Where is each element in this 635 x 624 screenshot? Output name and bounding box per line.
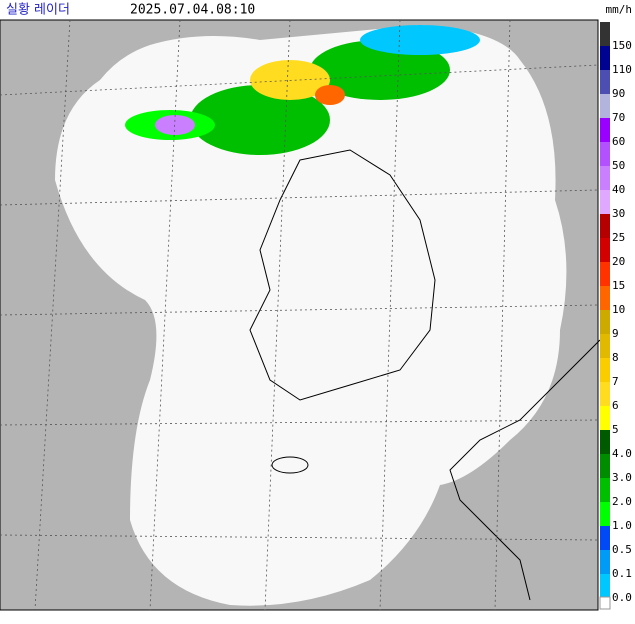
legend-label: 8	[612, 351, 619, 364]
timestamp: 2025.07.04.08:10	[130, 3, 255, 18]
legend-swatch	[600, 190, 610, 214]
legend-label: 7	[612, 375, 619, 388]
legend-label: 15	[612, 279, 625, 292]
legend-label: 6	[612, 399, 619, 412]
legend-swatch	[600, 574, 610, 598]
legend-swatch	[600, 334, 610, 358]
legend-label: 70	[612, 111, 625, 124]
legend-label: 90	[612, 87, 625, 100]
legend: 150 110 90 70 60 50 40 30 25 20 15 10 9 8 7 6 5 4.0 3.0 2.0…	[599, 22, 632, 610]
legend-label: 5	[612, 423, 619, 436]
legend-swatch	[600, 262, 610, 286]
legend-swatch	[600, 382, 610, 406]
legend-label: 9	[612, 327, 619, 340]
legend-label: 10	[612, 303, 625, 316]
legend-swatch	[600, 310, 610, 334]
legend-label: 0.5	[612, 543, 632, 556]
legend-label: 4.0	[612, 447, 632, 460]
legend-label: 110	[612, 63, 632, 76]
legend-swatch	[600, 142, 610, 166]
legend-label: 3.0	[612, 471, 632, 484]
legend-swatch	[600, 526, 610, 550]
legend-label: 50	[612, 159, 625, 172]
unit: mm/h	[606, 3, 633, 16]
title: 실황 레이더	[6, 3, 70, 18]
legend-label: 40	[612, 183, 625, 196]
legend-swatch	[600, 478, 610, 502]
legend-swatch	[600, 70, 610, 94]
legend-label: 0.1	[612, 567, 632, 580]
legend-label: 150	[612, 39, 632, 52]
legend-swatch	[600, 166, 610, 190]
legend-label: 30	[612, 207, 625, 220]
legend-swatch	[600, 454, 610, 478]
legend-swatch	[600, 406, 610, 430]
map	[0, 19, 601, 611]
legend-swatch	[600, 502, 610, 526]
legend-label: 25	[612, 231, 625, 244]
legend-swatch	[600, 118, 610, 142]
legend-swatch	[599, 596, 611, 610]
legend-swatch	[600, 286, 610, 310]
legend-swatch	[600, 46, 610, 70]
legend-label: 0.0	[612, 591, 632, 604]
legend-label: 2.0	[612, 495, 632, 508]
legend-swatch	[600, 358, 610, 382]
legend-swatch	[600, 238, 610, 262]
legend-label: 20	[612, 255, 625, 268]
legend-swatch	[600, 22, 610, 46]
legend-swatch	[600, 214, 610, 238]
legend-swatch	[600, 94, 610, 118]
legend-swatch	[600, 550, 610, 574]
legend-label: 60	[612, 135, 625, 148]
legend-swatch	[600, 430, 610, 454]
legend-label: 1.0	[612, 519, 632, 532]
